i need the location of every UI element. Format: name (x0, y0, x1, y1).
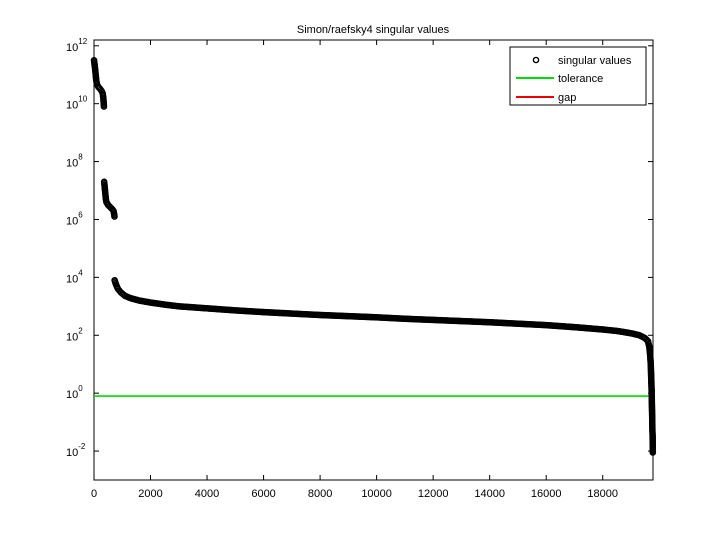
data-point (649, 449, 657, 456)
x-tick-label: 0 (91, 488, 97, 500)
x-tick-label: 8000 (308, 488, 332, 500)
data-point (111, 213, 118, 220)
y-axis: 1012 1010 108 106 104 102 100 10-2 (66, 37, 653, 459)
y-tick-label: 100 (66, 384, 83, 401)
y-tick-label: 102 (66, 326, 83, 343)
chart-title: Simon/raefsky4 singular values (297, 24, 450, 36)
y-tick-label: 104 (66, 268, 83, 285)
x-tick-label: 4000 (195, 488, 219, 500)
data-point (100, 103, 108, 110)
legend-label-singular-values: singular values (558, 55, 632, 67)
y-tick-label: 106 (66, 210, 83, 227)
x-tick-label: 10000 (361, 488, 392, 500)
y-tick-label: 108 (66, 153, 83, 170)
x-tick-label: 14000 (474, 488, 505, 500)
x-tick-label: 16000 (531, 488, 562, 500)
singular-values-series (90, 56, 657, 456)
legend-marker-singular-values (532, 56, 540, 64)
y-tick-label: 10-2 (66, 442, 86, 459)
plot-area (93, 39, 654, 481)
legend-box (509, 46, 647, 106)
x-tick-label: 2000 (138, 488, 162, 500)
x-tick-label: 18000 (587, 488, 618, 500)
legend: singular values tolerance gap (509, 46, 647, 106)
x-tick-label: 6000 (251, 488, 275, 500)
y-tick-label: 1010 (66, 95, 88, 112)
legend-label-tolerance: tolerance (558, 73, 603, 85)
x-tick-label: 12000 (418, 488, 449, 500)
y-tick-label: 1012 (66, 37, 88, 54)
legend-label-gap: gap (558, 92, 576, 104)
x-axis: 0 2000 4000 6000 8000 10000 12000 14000 16000 180… (91, 40, 618, 500)
